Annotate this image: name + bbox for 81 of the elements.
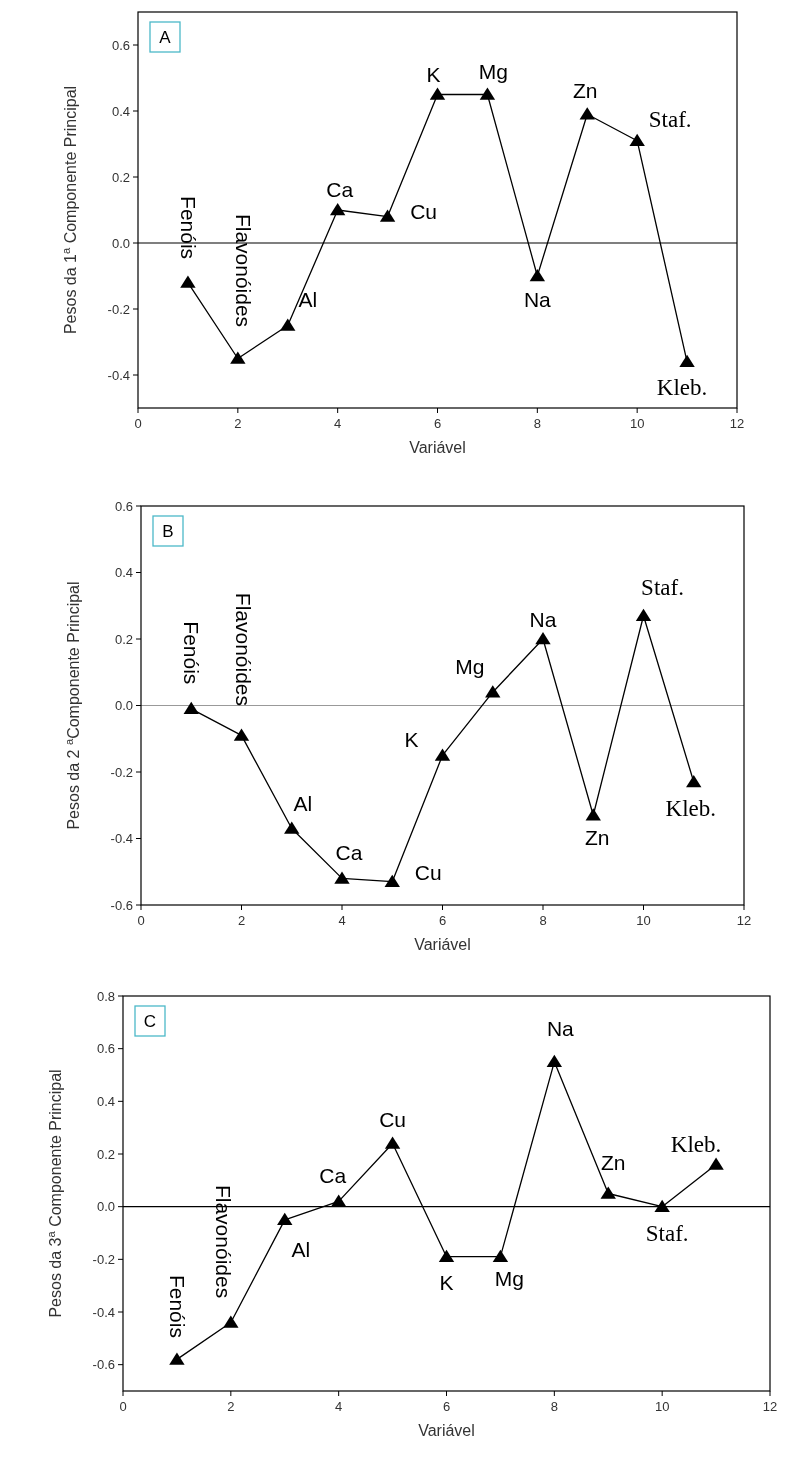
- x-axis-title: Variável: [414, 936, 471, 953]
- annotation: Flavonóides: [232, 213, 256, 328]
- annotation: Mg: [478, 59, 509, 83]
- y-tick-label: -0.4: [92, 1304, 115, 1320]
- annotation: Ca: [335, 840, 363, 864]
- y-tick-label: 0.8: [96, 988, 115, 1004]
- annotation: Zn: [584, 825, 610, 849]
- annotation: Al: [298, 287, 318, 311]
- annotation: Fenóis: [179, 621, 203, 685]
- annotation: Mg: [494, 1267, 525, 1291]
- annotation: Cu: [414, 861, 442, 885]
- annotation: Staf.: [648, 106, 692, 132]
- y-tick-label: -0.4: [107, 367, 130, 383]
- x-tick-label: 4: [334, 416, 342, 431]
- x-tick-label: 6: [433, 416, 442, 431]
- annotation: Fenóis: [176, 196, 200, 260]
- x-axis-title: Variável: [418, 1422, 475, 1439]
- annotation: Mg: [455, 654, 485, 678]
- y-tick-label: -0.6: [110, 897, 133, 913]
- annotation: Flavonóides: [212, 1184, 236, 1299]
- x-tick-label: 2: [227, 1399, 235, 1414]
- y-tick-label: 0.4: [111, 103, 130, 119]
- x-tick-label: 6: [442, 1399, 451, 1414]
- x-tick-label: 4: [338, 913, 346, 928]
- annotation: Cu: [379, 1107, 407, 1131]
- y-tick-label: 0.0: [96, 1199, 115, 1215]
- annotation: Na: [529, 608, 557, 632]
- x-tick-label: 0: [134, 416, 142, 431]
- annotation: K: [439, 1271, 454, 1295]
- x-tick-label: 2: [237, 913, 246, 928]
- y-tick-label: 0.2: [114, 631, 133, 647]
- annotation: Zn: [572, 78, 598, 102]
- annotation: Kleb.: [656, 374, 708, 400]
- x-tick-label: 8: [550, 1399, 558, 1414]
- x-tick-label: 0: [137, 913, 145, 928]
- x-tick-label: 8: [539, 913, 547, 928]
- x-tick-label: 10: [654, 1399, 670, 1414]
- annotation: A: [159, 27, 172, 47]
- y-tick-label: 0.4: [96, 1093, 115, 1109]
- annotation: Kleb.: [665, 796, 716, 822]
- y-tick-label: 0.0: [114, 698, 133, 714]
- annotation: Cu: [410, 199, 438, 223]
- y-tick-label: -0.6: [92, 1357, 115, 1373]
- y-tick-label: 0.2: [111, 169, 130, 185]
- annotation: Staf.: [645, 1220, 689, 1246]
- annotation: Ca: [326, 178, 354, 202]
- x-tick-label: 10: [636, 913, 651, 928]
- y-tick-label: -0.2: [107, 301, 130, 317]
- annotation: K: [426, 62, 441, 86]
- annotation: Na: [523, 288, 552, 312]
- x-tick-label: 12: [729, 416, 745, 431]
- annotation: K: [404, 727, 419, 751]
- annotation: Zn: [600, 1150, 626, 1174]
- annotation: Flavonóides: [232, 592, 256, 707]
- x-tick-label: 0: [119, 1399, 127, 1414]
- annotation: Fenóis: [165, 1274, 189, 1338]
- annotation: B: [162, 521, 174, 541]
- y-tick-label: 0.6: [114, 498, 133, 514]
- x-tick-label: 4: [335, 1399, 343, 1414]
- y-tick-label: 0.2: [96, 1146, 115, 1162]
- y-tick-label: -0.2: [110, 764, 133, 780]
- y-tick-label: -0.4: [110, 831, 133, 847]
- annotation: Na: [546, 1017, 575, 1041]
- y-tick-label: -0.2: [92, 1251, 115, 1267]
- x-tick-label: 2: [234, 416, 242, 431]
- annotation: C: [143, 1011, 157, 1031]
- annotation: Al: [293, 791, 313, 815]
- annotation: Al: [291, 1238, 311, 1262]
- annotation: Kleb.: [670, 1131, 722, 1157]
- y-tick-label: 0.6: [96, 1041, 115, 1057]
- y-tick-label: 0.6: [111, 37, 130, 53]
- annotation: Ca: [319, 1163, 347, 1187]
- y-tick-label: 0.0: [111, 235, 130, 251]
- x-tick-label: 6: [438, 913, 447, 928]
- y-tick-label: 0.4: [114, 565, 133, 581]
- x-tick-label: 10: [629, 416, 645, 431]
- x-tick-label: 8: [533, 416, 541, 431]
- x-tick-label: 12: [736, 913, 752, 928]
- x-tick-label: 12: [762, 1399, 778, 1414]
- x-axis-title: Variável: [409, 439, 466, 456]
- annotation: Staf.: [641, 574, 684, 600]
